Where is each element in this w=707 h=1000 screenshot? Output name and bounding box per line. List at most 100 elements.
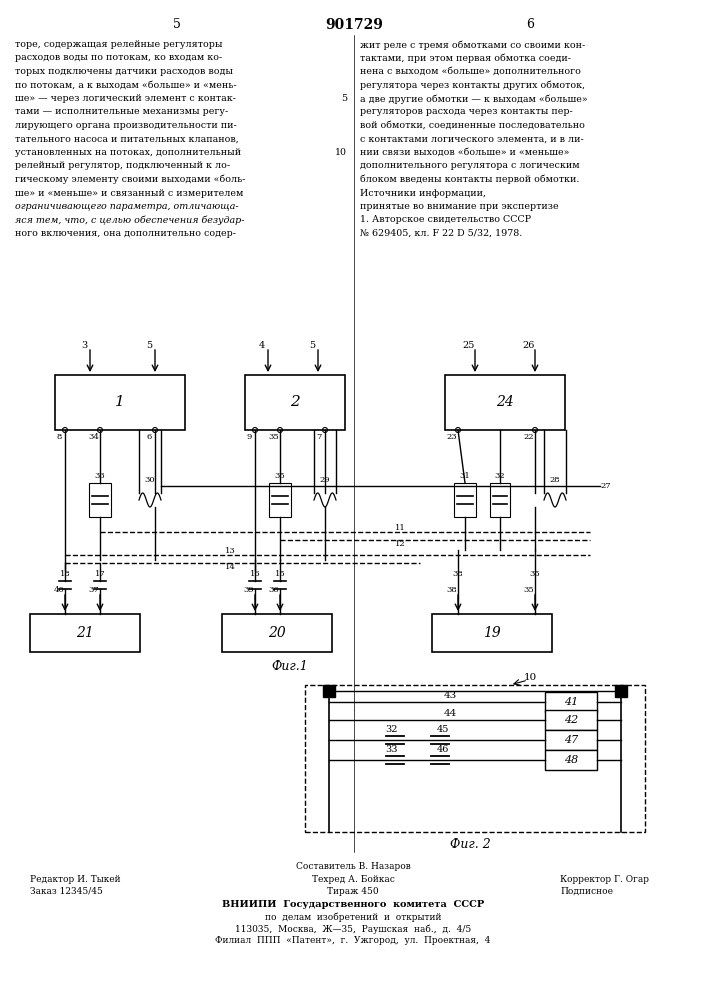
- Text: 44: 44: [443, 708, 457, 718]
- Text: 33: 33: [95, 472, 105, 480]
- Text: 35: 35: [269, 433, 279, 441]
- Bar: [445, 375, 565, 430]
- Text: по  делам  изобретений  и  открытий: по делам изобретений и открытий: [264, 912, 441, 922]
- Text: 10: 10: [523, 672, 537, 682]
- Text: тательного насоса и питательных клапанов,: тательного насоса и питательных клапанов…: [15, 134, 239, 143]
- Text: 43: 43: [443, 690, 457, 700]
- Text: Фиг. 2: Фиг. 2: [450, 838, 491, 852]
- Text: нии связи выходов «больше» и «меньше»: нии связи выходов «больше» и «меньше»: [360, 148, 569, 157]
- Text: 32: 32: [386, 724, 398, 734]
- Text: ше» — через логический элемент с контак-: ше» — через логический элемент с контак-: [15, 94, 236, 103]
- Text: гическому элементу своими выходами «боль-: гическому элементу своими выходами «боль…: [15, 175, 245, 184]
- Text: Подписное: Подписное: [560, 887, 613, 896]
- Text: 48: 48: [564, 755, 578, 765]
- Text: 16: 16: [250, 570, 260, 578]
- Text: регулятора через контакты других обмоток,: регулятора через контакты других обмоток…: [360, 81, 585, 90]
- Text: 39: 39: [244, 586, 255, 594]
- Bar: [245, 375, 345, 430]
- Text: 8: 8: [57, 433, 62, 441]
- Text: 28: 28: [549, 476, 561, 484]
- Text: 24: 24: [496, 395, 514, 410]
- Text: 10: 10: [335, 148, 347, 157]
- Bar: [545, 710, 597, 730]
- Text: блоком введены контакты первой обмотки.: блоком введены контакты первой обмотки.: [360, 175, 579, 184]
- Text: ше» и «меньше» и связанный с измерителем: ше» и «меньше» и связанный с измерителем: [15, 188, 243, 198]
- Text: нена с выходом «больше» дополнительного: нена с выходом «больше» дополнительного: [360, 67, 581, 76]
- Text: Филиал  ППП  «Патент»,  г.  Ужгород,  ул.  Проектная,  4: Филиал ППП «Патент», г. Ужгород, ул. Про…: [216, 936, 491, 945]
- Text: 14: 14: [225, 563, 235, 571]
- Text: 6: 6: [526, 18, 534, 31]
- Text: 46: 46: [437, 744, 449, 754]
- Bar: [30, 614, 140, 652]
- Text: релейный регулятор, подключенный к ло-: релейный регулятор, подключенный к ло-: [15, 161, 230, 170]
- Bar: [222, 614, 332, 652]
- Text: 12: 12: [395, 540, 405, 548]
- Text: 35: 35: [274, 472, 286, 480]
- Text: 38: 38: [447, 586, 457, 594]
- Text: 2: 2: [290, 395, 300, 410]
- Text: 21: 21: [76, 626, 94, 640]
- Text: 37: 37: [88, 586, 100, 594]
- Bar: [454, 483, 476, 517]
- Text: Источники информации,: Источники информации,: [360, 188, 486, 198]
- Text: Составитель В. Назаров: Составитель В. Назаров: [296, 862, 410, 871]
- Text: 42: 42: [564, 715, 578, 725]
- Text: 6: 6: [146, 433, 151, 441]
- Text: принятые во внимание при экспертизе: принятые во внимание при экспертизе: [360, 202, 559, 211]
- Text: 3: 3: [81, 340, 87, 350]
- Text: Тираж 450: Тираж 450: [327, 887, 379, 896]
- Bar: [545, 692, 597, 712]
- Text: установленных на потоках, дополнительный: установленных на потоках, дополнительный: [15, 148, 241, 157]
- Text: по потокам, а к выходам «больше» и «мень-: по потокам, а к выходам «больше» и «мень…: [15, 81, 237, 90]
- Text: вой обмотки, соединенные последовательно: вой обмотки, соединенные последовательно: [360, 121, 585, 130]
- Text: Корректор Г. Огар: Корректор Г. Огар: [560, 875, 649, 884]
- Bar: [323, 685, 335, 697]
- Text: 4: 4: [259, 340, 265, 350]
- Text: 13: 13: [225, 547, 235, 555]
- Bar: [305, 685, 645, 832]
- Text: 20: 20: [268, 626, 286, 640]
- Text: 30: 30: [145, 476, 156, 484]
- Text: жит реле с тремя обмотками со своими кон-: жит реле с тремя обмотками со своими кон…: [360, 40, 585, 49]
- Bar: [490, 483, 510, 517]
- Text: 5: 5: [309, 340, 315, 350]
- Text: расходов воды по потокам, ко входам ко-: расходов воды по потокам, ко входам ко-: [15, 53, 222, 62]
- Text: 33: 33: [386, 744, 398, 754]
- Bar: [55, 375, 185, 430]
- Text: Фиг.1: Фиг.1: [271, 660, 308, 674]
- Text: ного включения, она дополнительно содер-: ного включения, она дополнительно содер-: [15, 229, 236, 238]
- Text: 35: 35: [530, 570, 540, 578]
- Text: Техред А. Бойкас: Техред А. Бойкас: [312, 875, 395, 884]
- Text: регуляторов расхода через контакты пер-: регуляторов расхода через контакты пер-: [360, 107, 573, 116]
- Text: лирующего органа производительности пи-: лирующего органа производительности пи-: [15, 121, 237, 130]
- Text: 41: 41: [564, 697, 578, 707]
- Text: 25: 25: [463, 340, 475, 350]
- Text: ВНИИПИ  Государственного  комитета  СССР: ВНИИПИ Государственного комитета СССР: [222, 900, 484, 909]
- Text: тактами, при этом первая обмотка соеди-: тактами, при этом первая обмотка соеди-: [360, 53, 571, 63]
- Text: 5: 5: [146, 340, 152, 350]
- Text: 32: 32: [495, 472, 506, 480]
- Text: 5: 5: [341, 94, 347, 103]
- Text: тами — исполнительные механизмы регу-: тами — исполнительные механизмы регу-: [15, 107, 228, 116]
- Text: 45: 45: [437, 724, 449, 734]
- Text: 18: 18: [59, 570, 71, 578]
- Text: 19: 19: [483, 626, 501, 640]
- Text: Заказ 12345/45: Заказ 12345/45: [30, 887, 103, 896]
- Text: 22: 22: [524, 433, 534, 441]
- Text: а две другие обмотки — к выходам «больше»: а две другие обмотки — к выходам «больше…: [360, 94, 588, 104]
- Bar: [545, 750, 597, 770]
- Text: 35: 35: [524, 586, 534, 594]
- Text: с контактами логического элемента, и в ли-: с контактами логического элемента, и в л…: [360, 134, 584, 143]
- Bar: [432, 614, 552, 652]
- Text: 29: 29: [320, 476, 330, 484]
- Text: 27: 27: [601, 482, 612, 490]
- Text: 47: 47: [564, 735, 578, 745]
- Text: 15: 15: [274, 570, 286, 578]
- Text: 26: 26: [522, 340, 535, 350]
- Text: Редактор И. Тыкей: Редактор И. Тыкей: [30, 875, 121, 884]
- Bar: [545, 730, 597, 750]
- Text: 23: 23: [447, 433, 457, 441]
- Text: 113035,  Москва,  Ж—35,  Раушская  наб.,  д.  4/5: 113035, Москва, Ж—35, Раушская наб., д. …: [235, 924, 471, 934]
- Text: 36: 36: [269, 586, 279, 594]
- Bar: [269, 483, 291, 517]
